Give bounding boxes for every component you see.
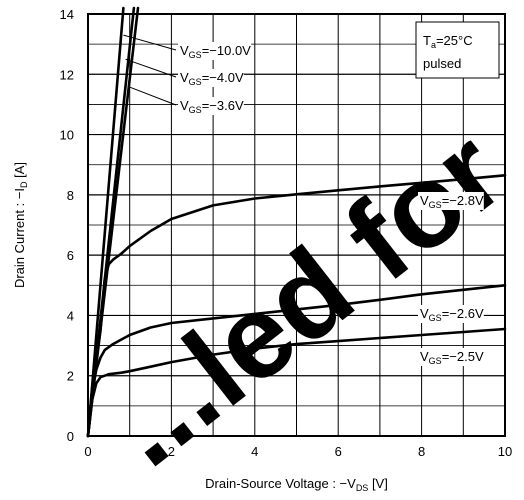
curve-label: VGS=−2.5V (420, 349, 484, 366)
annotation-bg (418, 305, 484, 323)
y-tick-label: 14 (60, 7, 74, 22)
x-tick-label: 10 (498, 444, 512, 459)
annotation-leader (125, 58, 177, 78)
curve-label: VGS=−2.8V (420, 193, 484, 210)
x-tick-label: 2 (168, 444, 175, 459)
svg-text:pulsed: pulsed (423, 56, 461, 71)
y-tick-label: 6 (67, 248, 74, 263)
x-tick-label: 4 (251, 444, 258, 459)
y-tick-label: 10 (60, 128, 74, 143)
annotation-bg (178, 42, 252, 60)
x-tick-label: 6 (335, 444, 342, 459)
curve-label: VGS=−10.0V (180, 43, 251, 60)
series-group (86, 6, 507, 438)
svg-text:Ta=25°C: Ta=25°C (423, 33, 473, 50)
curve-label: VGS=−3.6V (180, 98, 244, 115)
series-line (86, 6, 125, 438)
annotations: VGS=−10.0V VGS=−4.0V VGS=−3.6V VGS=−2.8V VGS… (123, 34, 484, 366)
x-tick-label: 0 (84, 444, 91, 459)
conditions-box: Ta=25°C pulsed (415, 21, 500, 79)
y-tick-label: 12 (60, 67, 74, 82)
y-tick-label: 4 (67, 308, 74, 323)
watermark-text: ...led for (84, 105, 524, 492)
tick-labels: 0 2 4 6 8 10 0 2 4 6 8 10 12 14 (60, 7, 513, 459)
y-tick-label: 0 (67, 429, 74, 444)
annotation-bg (178, 97, 244, 115)
y-tick-label: 2 (67, 369, 74, 384)
series-line (86, 327, 507, 438)
annotation-leader (127, 85, 177, 106)
y-axis-label: Drain Current : −ID [A] (12, 162, 29, 288)
watermark: ...led for (84, 105, 524, 492)
series-line (86, 284, 507, 438)
x-tick-label: 8 (418, 444, 425, 459)
annotation-bg (178, 69, 244, 87)
annotation-leader (123, 34, 177, 51)
plot-frame (87, 13, 506, 437)
annotation-bg (418, 192, 484, 210)
annotation-bg (418, 348, 484, 366)
curve-label: VGS=−4.0V (180, 70, 244, 87)
series-line (86, 174, 507, 438)
y-tick-label: 8 (67, 188, 74, 203)
curve-label: VGS=−2.6V (420, 306, 484, 323)
x-axis-label: Drain-Source Voltage : −VDS [V] (205, 476, 388, 493)
